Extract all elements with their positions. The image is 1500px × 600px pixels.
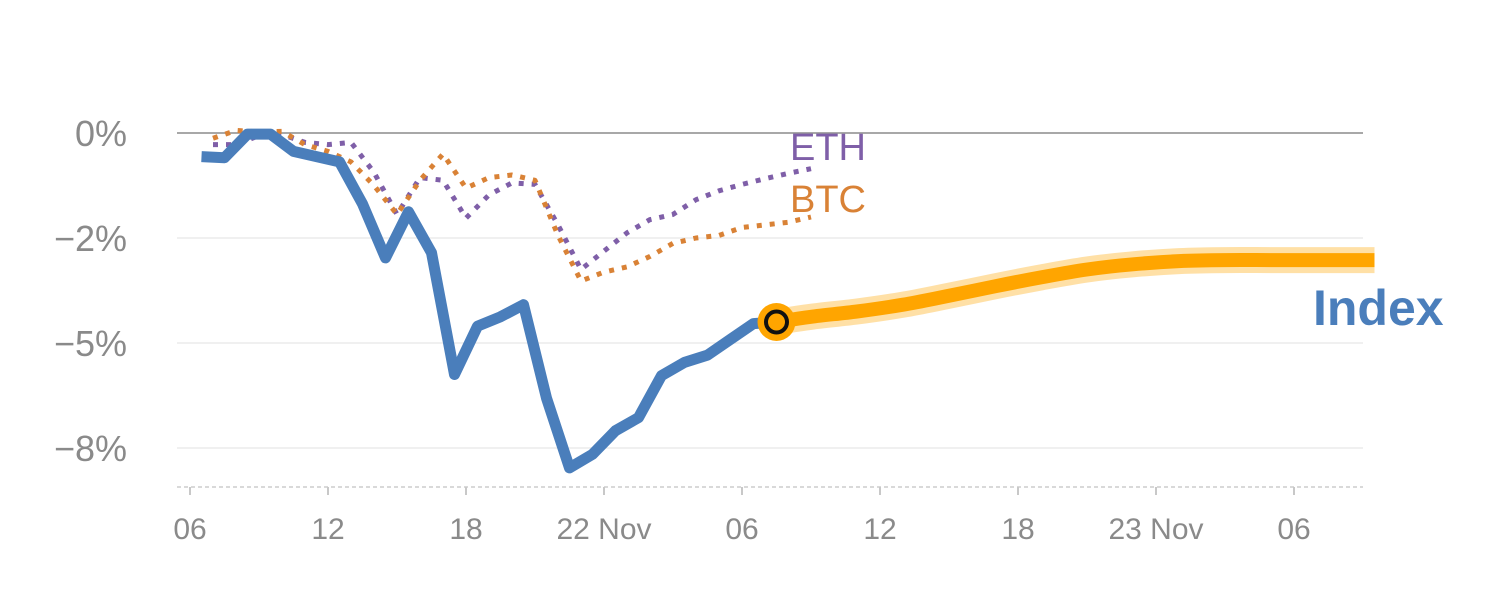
- x-tick-label: 12: [311, 513, 344, 546]
- series-label-index: Index: [1313, 280, 1444, 336]
- series-labels: ETH BTC Index: [790, 127, 1444, 336]
- y-tick-label: −5%: [54, 323, 127, 364]
- series-group: [201, 127, 1375, 474]
- x-tick-label: 12: [863, 513, 896, 546]
- y-tick-label: −2%: [54, 218, 127, 259]
- x-tick-label: 06: [1277, 513, 1310, 546]
- y-tick-label: −8%: [54, 428, 127, 469]
- current-marker-dot: [764, 309, 789, 335]
- y-tick-label: 0%: [75, 113, 127, 154]
- x-tick-label: 18: [449, 513, 482, 546]
- y-tick-labels: 0% −2% −5% −8%: [54, 113, 127, 469]
- series-label-btc: BTC: [790, 179, 866, 221]
- series-line-btc: [212, 127, 812, 284]
- current-value-marker-group: [757, 303, 796, 341]
- x-tick-label: 06: [173, 513, 206, 546]
- x-tick-label: 18: [1001, 513, 1034, 546]
- x-tick-label: 23 Nov: [1108, 513, 1203, 546]
- x-tick-label: 06: [725, 513, 758, 546]
- x-tick-label: 22 Nov: [556, 513, 651, 546]
- series-line-index-forecast: [775, 253, 1375, 329]
- series-label-eth: ETH: [790, 127, 866, 169]
- series-line-index: [201, 128, 777, 474]
- x-tick-labels: 06 12 18 22 Nov 06 12 18 23 Nov 06: [173, 487, 1311, 546]
